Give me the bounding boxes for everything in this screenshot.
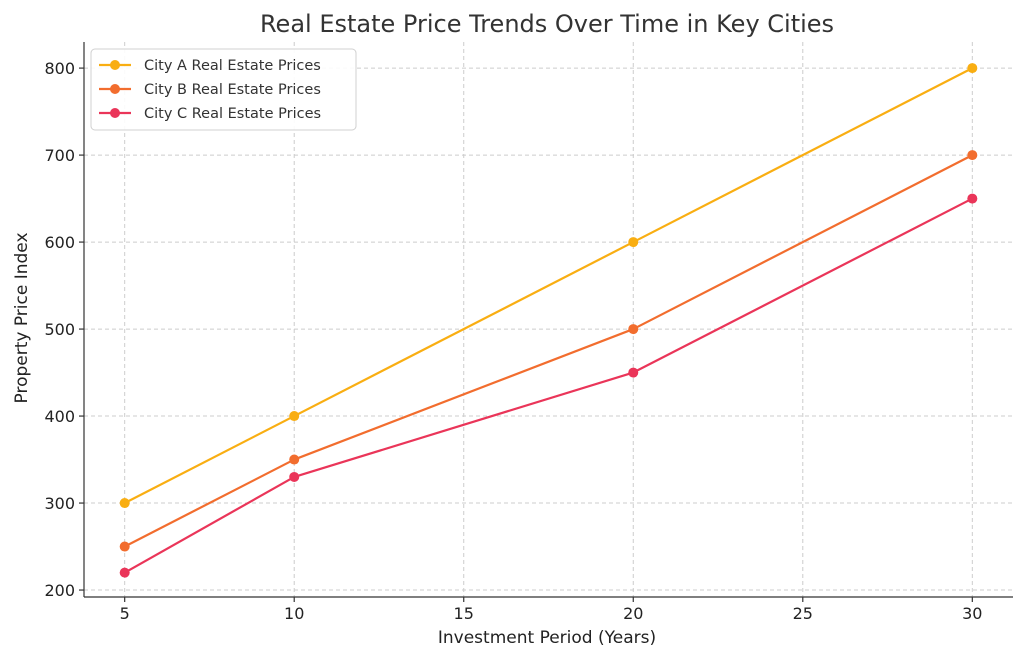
x-tick-label: 5: [120, 604, 130, 623]
x-tick-label: 30: [962, 604, 982, 623]
data-point-a: [289, 411, 300, 422]
y-tick-label: 700: [44, 146, 75, 165]
data-point-c: [119, 567, 130, 578]
legend-marker-c: [110, 108, 120, 118]
y-axis-label: Property Price Index: [12, 232, 32, 403]
x-tick-label: 15: [454, 604, 474, 623]
legend-item-c: City C Real Estate Prices: [99, 106, 321, 122]
axes: [83, 42, 1013, 598]
series-line-a: [124, 67, 973, 505]
x-axis-label: Investment Period (Years): [438, 628, 656, 648]
data-point-b: [967, 150, 978, 161]
x-tick-label: 20: [623, 604, 643, 623]
data-point-a: [628, 237, 639, 248]
data-point-b: [628, 324, 639, 335]
y-tick-label: 300: [44, 494, 75, 513]
data-point-b: [289, 454, 300, 465]
y-tick-label: 500: [44, 320, 75, 339]
y-tick-label: 800: [44, 59, 75, 78]
y-tick-label: 400: [44, 407, 75, 426]
legend-label-c: City C Real Estate Prices: [144, 106, 321, 122]
legend-item-b: City B Real Estate Prices: [99, 82, 321, 98]
data-point-c: [967, 193, 978, 204]
series-line-c: [124, 197, 973, 574]
data-point-b: [119, 541, 130, 552]
x-axis-ticks: 5 10 15 20 25 30: [120, 597, 982, 623]
data-point-c: [628, 367, 639, 378]
legend-label-a: City A Real Estate Prices: [144, 58, 321, 74]
legend-box: [90, 48, 357, 131]
legend: City A Real Estate Prices City B Real Est…: [90, 48, 357, 131]
x-tick-label: 10: [284, 604, 304, 623]
y-tick-label: 200: [44, 581, 75, 600]
data-point-a: [119, 498, 130, 509]
legend-label-b: City B Real Estate Prices: [144, 82, 321, 98]
series-line-b: [124, 154, 973, 548]
legend-item-a: City A Real Estate Prices: [99, 58, 321, 74]
data-point-c: [289, 471, 300, 482]
y-axis-ticks: 200 300 400 500 600 700 800: [44, 59, 84, 600]
series-group: [119, 63, 978, 578]
legend-marker-b: [110, 84, 120, 94]
grid: [84, 42, 1013, 597]
y-tick-label: 600: [44, 233, 75, 252]
data-point-a: [967, 63, 978, 74]
chart-title: Real Estate Price Trends Over Time in Ke…: [260, 10, 834, 38]
legend-marker-a: [110, 60, 120, 70]
x-tick-label: 25: [793, 604, 813, 623]
